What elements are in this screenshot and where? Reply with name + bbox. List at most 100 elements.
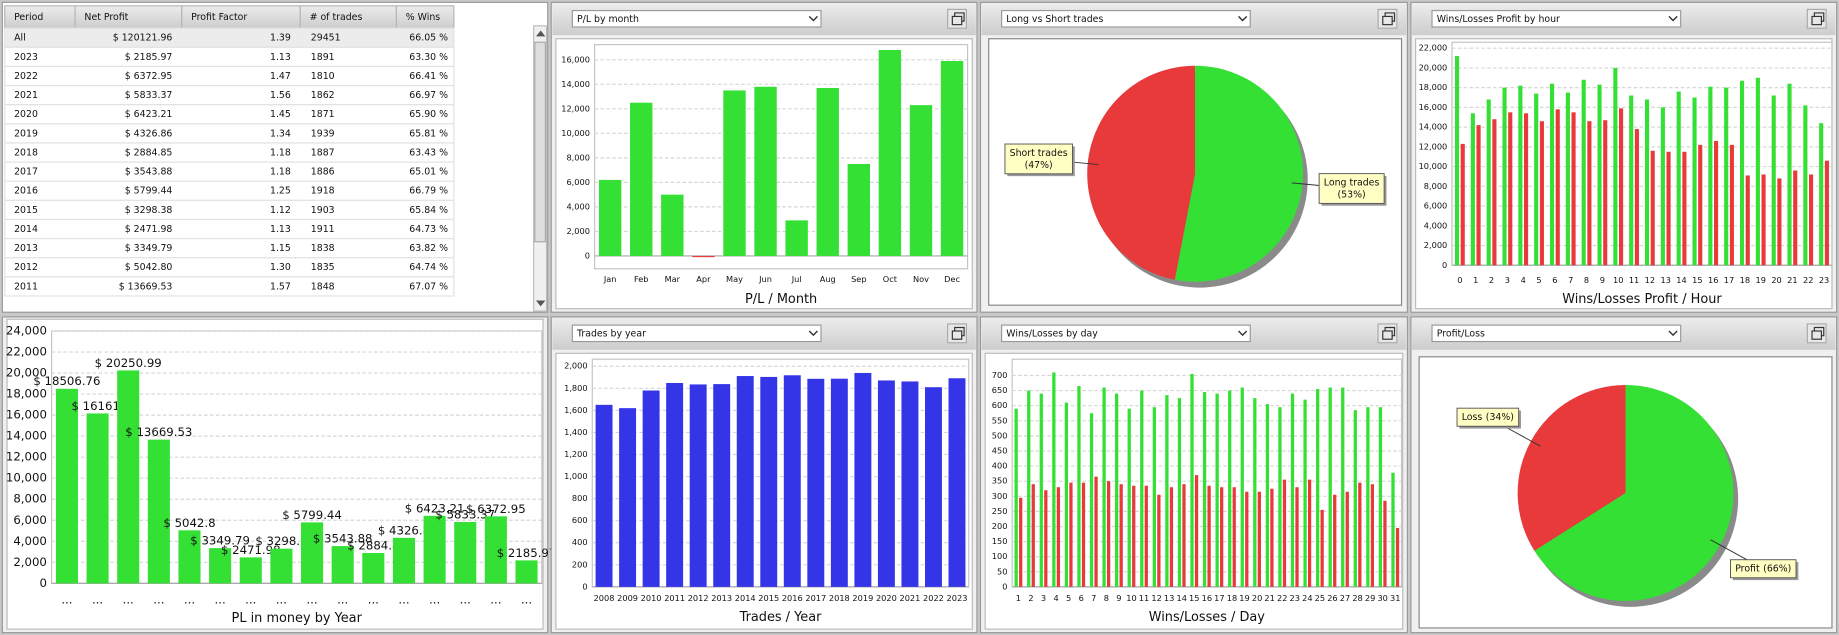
dropdown[interactable]	[1431, 324, 1682, 343]
maximize-icon	[954, 326, 965, 337]
table-cell: 1835	[311, 262, 335, 273]
table-row[interactable]	[4, 218, 455, 240]
x-tick-label: ...	[368, 592, 379, 606]
bar	[1245, 491, 1249, 587]
pie-label-value: (34%)	[1486, 412, 1514, 423]
bar	[1295, 487, 1299, 587]
table-row[interactable]	[4, 199, 455, 221]
pie-label-box	[1004, 143, 1073, 175]
table-row[interactable]	[4, 27, 455, 48]
bar	[1202, 392, 1207, 587]
y-tick-label: 16,000	[561, 54, 590, 64]
table-cell: 2013	[14, 243, 38, 254]
table-row[interactable]	[4, 238, 455, 259]
maximize-icon	[1384, 12, 1396, 22]
y-tick-label: 12,000	[6, 450, 47, 464]
dropdown[interactable]	[1431, 9, 1682, 28]
bar	[1724, 87, 1729, 266]
bar	[1307, 479, 1312, 587]
x-tick-label: 5	[1536, 275, 1541, 285]
y-tick-label: 200	[992, 521, 1008, 531]
table-row[interactable]	[4, 46, 455, 68]
x-axis-label: PL in money by Year	[232, 611, 363, 626]
x-tick-label: 7	[1568, 275, 1573, 285]
bar	[1119, 484, 1123, 587]
pie-label-text: Profit (66%)	[1735, 563, 1791, 574]
table-row[interactable]	[4, 65, 455, 87]
table-row[interactable]	[4, 84, 455, 106]
y-tick-label: 6,000	[1424, 201, 1447, 211]
x-tick-label: 15	[1692, 275, 1702, 285]
bar	[1613, 67, 1618, 266]
bar	[713, 384, 731, 587]
dropdown[interactable]	[1001, 324, 1251, 343]
bar	[1660, 107, 1665, 266]
bar	[595, 404, 613, 587]
bar	[1341, 387, 1345, 587]
table-cell: $ 5799.44	[125, 186, 173, 197]
bar	[1391, 472, 1395, 587]
x-tick-label: 6	[1079, 593, 1084, 603]
x-tick-label: Jan	[603, 274, 617, 284]
x-tick-label: ...	[61, 592, 72, 606]
y-tick-label: 2,000	[564, 361, 587, 371]
dropdown[interactable]	[1001, 9, 1251, 28]
bar	[1019, 497, 1023, 587]
bar	[55, 388, 78, 584]
bar	[1508, 112, 1513, 266]
dropdown[interactable]	[571, 324, 822, 343]
bar	[736, 376, 754, 587]
bar	[807, 378, 825, 587]
table-row[interactable]	[4, 180, 455, 201]
dropdown[interactable]	[571, 9, 822, 28]
table-cell: 1.18	[270, 167, 291, 178]
table-row[interactable]	[4, 276, 455, 297]
bar	[1157, 494, 1161, 587]
table-cell: 1871	[311, 109, 335, 120]
x-tick-label: 3	[1041, 593, 1046, 603]
y-tick-label: 10,000	[6, 471, 47, 485]
table-cell: $ 13669.53	[119, 281, 173, 292]
x-tick-label: 2023	[947, 593, 968, 603]
bar	[1581, 79, 1586, 266]
table-cell: 64.73 %	[409, 224, 448, 235]
bar	[619, 408, 637, 587]
bar	[1140, 390, 1144, 587]
data-label: $ 2884.8	[347, 538, 399, 552]
bar	[1524, 113, 1529, 266]
x-axis-label: Wins/Losses / Day	[1149, 610, 1266, 625]
bar	[1708, 86, 1713, 266]
scrollbar-thumb[interactable]	[534, 41, 546, 243]
bar	[1470, 113, 1475, 266]
label-leader	[1501, 424, 1541, 447]
x-tick-label: 28	[1352, 593, 1362, 603]
chart-area	[984, 352, 1404, 630]
bar	[816, 87, 839, 256]
pie-label: Profit (66%)	[1730, 559, 1799, 581]
bar	[760, 376, 778, 587]
bar	[1270, 488, 1274, 587]
x-tick-label: 13	[1660, 275, 1670, 285]
bar	[1077, 386, 1081, 587]
table-row[interactable]	[4, 123, 455, 144]
bar	[1290, 393, 1295, 587]
y-tick-label: 14,000	[561, 79, 590, 89]
y-tick-label: 8,000	[566, 152, 589, 162]
x-tick-label: 24	[1302, 593, 1312, 603]
bar	[948, 378, 966, 587]
scroll-down[interactable]	[535, 300, 546, 307]
x-tick-label: 10	[1613, 275, 1623, 285]
scroll-up[interactable]	[535, 30, 546, 37]
table-row[interactable]	[4, 257, 455, 278]
dropdown-arrow	[1668, 330, 1678, 337]
table-row[interactable]	[4, 161, 455, 182]
pie-slice	[1517, 384, 1626, 551]
table-row[interactable]	[4, 142, 455, 163]
bar	[1278, 407, 1282, 587]
table-cell: $ 2185.97	[125, 52, 173, 63]
pie-label-value: (53%)	[1338, 189, 1366, 200]
bar	[1644, 99, 1650, 266]
data-label: $ 2185.97	[497, 546, 557, 560]
table-row[interactable]	[4, 104, 455, 125]
data-label: $ 5799.44	[282, 508, 342, 522]
